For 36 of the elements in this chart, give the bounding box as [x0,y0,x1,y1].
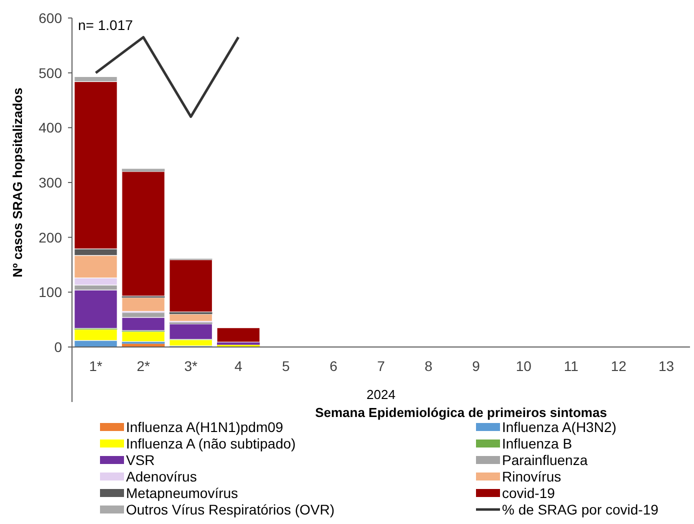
legend-label: Influenza A (não subtipado) [126,436,296,452]
y-tick-label: 500 [38,64,62,81]
x-tick-label: 1* [89,358,103,374]
x-tick-label: 4 [234,358,242,374]
x-tick-label: 10 [516,358,532,374]
y-tick-label: 300 [38,174,62,190]
legend-label: Adenovírus [126,468,197,484]
y-tick-label: 100 [38,284,62,300]
x-tick-label: 3* [184,358,198,374]
legend-label: Outros Vírus Respiratórios (OVR) [126,502,334,518]
y-axis-title: Nº casos SRAG hopsitalizados [10,88,25,278]
legend-label: Rinovírus [502,468,562,484]
y-tick-label: 400 [38,120,62,136]
x-tick-label: 7 [377,358,386,374]
x-tick-label: 5 [282,358,290,374]
y-tick-label: 200 [38,229,62,246]
y-tick-label: 0 [54,339,62,355]
legend-label: Parainfluenza [502,452,588,468]
legend-label: Influenza A(H1N1)pdm09 [126,419,284,435]
x-tick-label: 8 [424,358,433,374]
x-tick-label: 11 [564,358,579,374]
x-tick-label: 6 [330,358,338,374]
legend-label: covid-19 [502,485,556,501]
x-tick-label: 2* [136,358,150,374]
legend-label: Metapneumovírus [126,485,238,501]
x-tick-label: 9 [472,358,480,374]
legend-label: Influenza B [502,436,572,452]
x-tick-label: 12 [610,358,627,374]
x-axis-title: Semana Epidemiológica de primeiros sintomas [315,405,607,420]
y-tick-label: 600 [38,10,62,26]
legend-label: Influenza A(H3N2) [502,419,616,435]
legend-label: VSR [126,452,155,468]
annotation: n= 1.017 [78,17,134,33]
text: 2024 [366,387,396,402]
legend-label: % de SRAG por covid-19 [502,502,659,518]
x-tick-label: 13 [658,358,674,374]
